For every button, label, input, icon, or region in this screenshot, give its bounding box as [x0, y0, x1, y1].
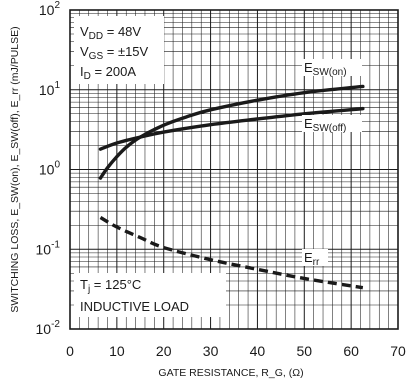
series-label-bg [302, 115, 362, 132]
x-tick-label: 40 [250, 343, 266, 359]
series-line-rr [99, 216, 364, 290]
series-label-bg [302, 249, 328, 266]
condition-tj: Tj = 125°C [80, 277, 141, 295]
y-tick-label: 10-1 [36, 239, 61, 257]
y-axis-title: SWITCHING LOSS, E_SW(on), E_SW(off), E_r… [9, 26, 21, 312]
plot-frame [69, 9, 399, 330]
condition-vgs: VGS = ±15V [80, 44, 149, 62]
x-tick-label: 50 [296, 343, 312, 359]
condition-id: ID = 200A [80, 64, 136, 82]
x-tick-label: 10 [109, 343, 125, 359]
x-tick-label: 70 [390, 343, 406, 359]
x-axis-title: GATE RESISTANCE, R_G, (Ω) [158, 367, 303, 379]
y-tick-label: 102 [39, 0, 61, 18]
chart-annotations: VDD = 48V VGS = ±15V ID = 200A Tj = 125°C IN… [74, 16, 226, 317]
series-line-sw-off [98, 106, 365, 151]
series-label: ESW(off) [304, 116, 346, 134]
chart-labels: ESW(on) ESW(off) Err [302, 59, 362, 268]
series-label-bg [302, 59, 362, 76]
chart-axes: 0 10 20 30 40 50 60 70 10-2 10-1 100 101 102 GATE RES… [9, 0, 406, 379]
series-label: Err [304, 250, 320, 268]
y-tick-label: 10-2 [36, 319, 61, 337]
x-tick-label: 30 [203, 343, 219, 359]
condition-vdd: VDD = 48V [80, 24, 141, 42]
conditions-box-bottom [74, 273, 226, 317]
series-line-sw-on [98, 84, 365, 180]
chart-series [98, 84, 365, 290]
series-label: ESW(on) [304, 60, 347, 78]
y-tick-label: 101 [39, 80, 61, 98]
y-tick-label: 100 [39, 160, 61, 178]
condition-load: INDUCTIVE LOAD [80, 299, 189, 314]
x-tick-label: 20 [156, 343, 172, 359]
x-tick-label: 60 [343, 343, 359, 359]
conditions-box-top [74, 16, 164, 84]
x-tick-label: 0 [66, 343, 74, 359]
